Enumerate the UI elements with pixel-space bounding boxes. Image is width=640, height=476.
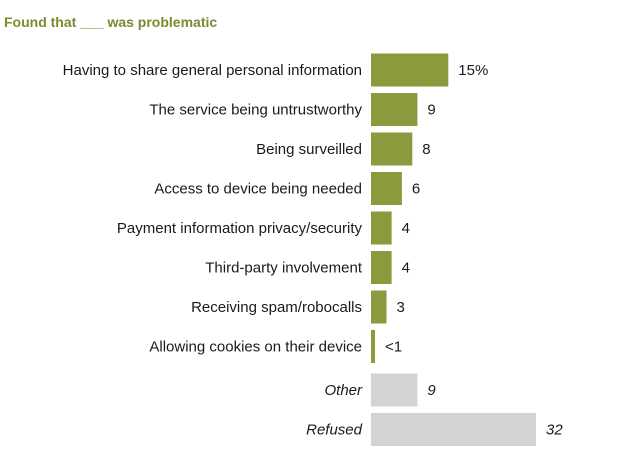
bar-other [371,373,418,407]
value-label-payment-information-privacy-security: 4 [402,220,410,237]
category-label-third-party-involvement: Third-party involvement [205,260,363,277]
value-label-other: 9 [427,382,436,399]
category-label-refused: Refused [306,422,363,439]
category-label-receiving-spam-robocalls: Receiving spam/robocalls [191,299,362,316]
chart-title: Found that ___ was problematic [4,14,217,30]
value-label-refused: 32 [546,422,563,439]
bar-the-service-being-untrustworthy [371,93,418,126]
category-label-allowing-cookies-on-their-device: Allowing cookies on their device [149,339,362,356]
category-label-other: Other [324,382,363,399]
value-label-allowing-cookies-on-their-device: <1 [385,339,402,356]
bar-receiving-spam-robocalls [371,290,387,324]
value-label-access-to-device-being-needed: 6 [412,181,420,198]
category-label-access-to-device-being-needed: Access to device being needed [154,181,362,198]
bars-group: Having to share general personal informa… [63,53,563,446]
value-label-being-surveilled: 8 [422,141,430,158]
category-label-having-to-share-general-personal-information: Having to share general personal informa… [63,62,362,79]
value-label-the-service-being-untrustworthy: 9 [427,102,435,119]
bar-allowing-cookies-on-their-device [371,330,375,363]
category-label-the-service-being-untrustworthy: The service being untrustworthy [149,102,362,119]
bar-third-party-involvement [371,251,392,284]
value-label-third-party-involvement: 4 [402,260,410,277]
category-label-payment-information-privacy-security: Payment information privacy/security [117,220,363,237]
category-label-being-surveilled: Being surveilled [256,141,362,158]
value-label-having-to-share-general-personal-information: 15% [458,62,488,79]
bar-having-to-share-general-personal-information [371,53,449,87]
bar-access-to-device-being-needed [371,172,402,205]
bar-payment-information-privacy-security [371,211,392,245]
value-label-receiving-spam-robocalls: 3 [397,299,405,316]
bar-being-surveilled [371,132,413,166]
bar-refused [371,413,536,446]
